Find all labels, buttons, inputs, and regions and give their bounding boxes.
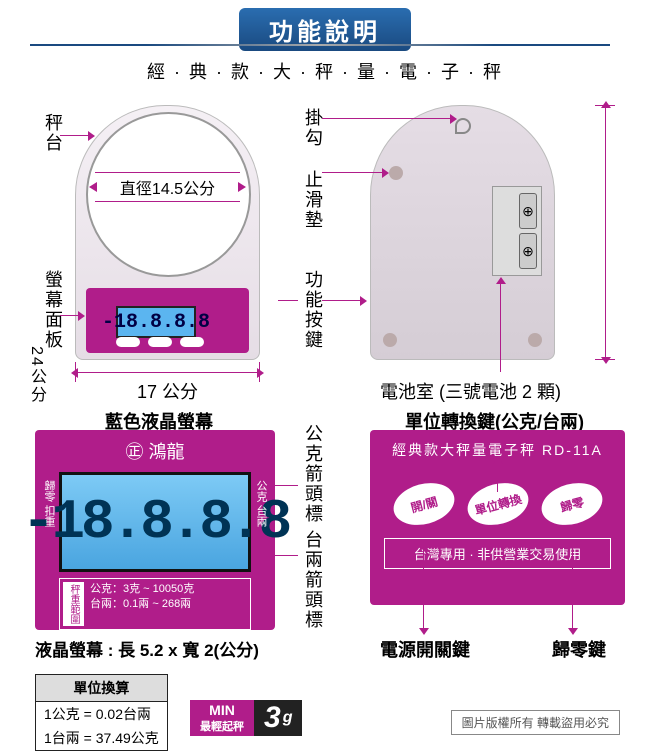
header-line — [30, 44, 610, 46]
ann-gram-arrow: 公克箭頭標 — [300, 424, 326, 524]
min-label: MIN 最輕起秤 — [190, 700, 254, 736]
copyright: 圖片版權所有 轉載盜用必究 — [451, 710, 620, 735]
zero-button[interactable]: 歸零 — [536, 477, 606, 532]
power-button[interactable]: 開/關 — [388, 477, 458, 532]
callout-line — [572, 540, 573, 630]
btn-footer: 台灣專用 · 非供營業交易使用 — [384, 538, 611, 569]
battery-icon: ⊕ — [519, 233, 537, 269]
front-lcd: -18.8.8.8 — [116, 306, 196, 338]
ann-pad: 止滑墊 — [300, 170, 326, 230]
anti-slip-pad — [383, 333, 397, 347]
callout-line — [278, 300, 298, 301]
ann-zero: 歸零鍵 — [552, 636, 606, 662]
scale-back-view: ⊕ ⊕ — [370, 105, 555, 360]
front-buttons — [116, 337, 204, 347]
lcd-screen: -18.8.8.8 — [59, 472, 251, 572]
unit-convert-box: 單位換算 1公克 = 0.02台兩 1台兩 = 37.49公克 — [35, 674, 168, 751]
battery-icon: ⊕ — [519, 193, 537, 229]
lcd-digits: -18.8.8.8 — [22, 490, 288, 554]
ann-func-buttons: 功能按鍵 — [300, 270, 326, 350]
ann-tael-arrow: 台兩箭頭標 — [300, 530, 326, 630]
front-btn — [116, 337, 140, 347]
callout-line — [60, 135, 90, 136]
anti-slip-pad — [528, 333, 542, 347]
callout-line — [270, 485, 298, 486]
ann-platform: 秤台 — [40, 113, 66, 153]
lcd-right-labels: 公克 台兩 — [253, 480, 269, 527]
ann-hook: 掛勾 — [300, 108, 326, 148]
dim-line — [76, 372, 259, 373]
callout-line — [270, 555, 298, 556]
convert-row: 1公克 = 0.02台兩 — [36, 702, 167, 726]
front-btn — [148, 337, 172, 347]
dim-line — [605, 106, 606, 359]
min-weight-box: MIN 最輕起秤 3 g — [190, 700, 302, 736]
ann-power: 電源開關鍵 — [380, 636, 470, 662]
scale-front-body: -18.8.8.8 — [75, 105, 260, 360]
min-text: MIN — [209, 702, 235, 718]
front-panel: -18.8.8.8 — [86, 288, 249, 353]
lcd-dimensions: 液晶螢幕 : 長 5.2 x 寬 2(公分) — [35, 636, 259, 661]
lcd-range-box: 秤重範圍 公克：3克 ~ 10050克 台兩：0.1兩 ~ 268兩 — [59, 578, 251, 630]
range-text: 公克：3克 ~ 10050克 台兩：0.1兩 ~ 268兩 — [90, 582, 194, 626]
callout-line — [322, 172, 384, 173]
callout-line — [322, 118, 452, 119]
lcd-brand: ㊣ 鴻龍 — [35, 430, 275, 468]
min-num: 3 — [264, 701, 281, 735]
diameter-label: 直徑14.5公分 — [95, 172, 240, 202]
min-sub: 最輕起秤 — [200, 718, 244, 734]
ann-screen: 螢幕面板 — [40, 270, 66, 350]
height-dimension — [595, 105, 615, 360]
callout-line — [423, 540, 424, 630]
callout-line — [497, 462, 498, 492]
callout-line — [500, 282, 501, 372]
range-tael: 台兩：0.1兩 ~ 268兩 — [90, 597, 194, 612]
battery-label: 電池室 (三號電池 2 顆) — [380, 378, 561, 404]
callout-line — [322, 300, 362, 301]
range-g: 公克：3克 ~ 10050克 — [90, 582, 194, 597]
min-unit: g — [283, 709, 293, 727]
callout-line — [60, 315, 80, 316]
range-label: 秤重範圍 — [63, 582, 84, 626]
front-btn — [180, 337, 204, 347]
scale-front-view: -18.8.8.8 — [75, 105, 260, 360]
anti-slip-pad — [389, 166, 403, 180]
width-text: 17 公分 — [75, 378, 260, 404]
battery-compartment: ⊕ ⊕ — [492, 186, 542, 276]
scale-back-body: ⊕ ⊕ — [370, 105, 555, 360]
subtitle: 經 · 典 · 款 · 大 · 秤 · 量 · 電 · 子 · 秤 — [0, 58, 650, 84]
height-text: 24公分 — [24, 346, 48, 404]
min-value: 3 g — [254, 700, 302, 736]
convert-title: 單位換算 — [36, 675, 167, 702]
convert-row: 1台兩 = 37.49公克 — [36, 726, 167, 750]
lcd-panel-detail: ㊣ 鴻龍 歸零 扣重 -18.8.8.8 公克 台兩 秤重範圍 公克：3克 ~ … — [35, 430, 275, 630]
